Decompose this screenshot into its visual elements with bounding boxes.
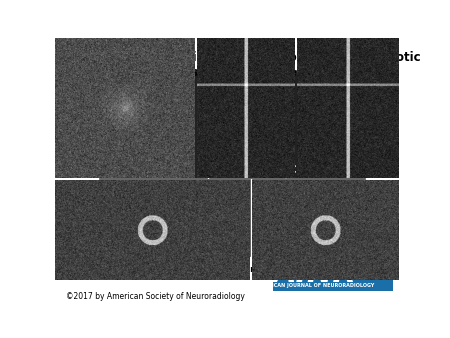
Bar: [99, 70, 207, 178]
Text: D: D: [101, 244, 109, 254]
Bar: [287, 70, 365, 178]
Bar: [209, 70, 285, 178]
Text: A: A: [101, 165, 109, 175]
Bar: [99, 179, 250, 256]
Text: E: E: [254, 243, 261, 253]
Text: AINR: AINR: [273, 259, 357, 288]
Text: ©2017 by American Society of Neuroradiology: ©2017 by American Society of Neuroradiol…: [66, 292, 244, 300]
Text: AMERICAN JOURNAL OF NEURORADIOLOGY: AMERICAN JOURNAL OF NEURORADIOLOGY: [256, 283, 374, 288]
Text: C: C: [289, 165, 296, 174]
Text: E: E: [254, 244, 261, 254]
Text: B: B: [211, 165, 219, 174]
Text: C: C: [289, 165, 296, 175]
Bar: [273, 260, 393, 291]
Text: A: A: [101, 165, 109, 174]
Text: VW-MR imaging to identify symptomatic, nonstenotic intracranial atherosclerotic : VW-MR imaging to identify symptomatic, n…: [66, 51, 420, 79]
Text: D.M. Mandell et al. AJNR Am J Neuroradiol 2017;38:218-229: D.M. Mandell et al. AJNR Am J Neuroradio…: [66, 265, 368, 274]
Text: D: D: [101, 243, 109, 253]
Bar: [252, 179, 365, 256]
Text: B: B: [211, 165, 219, 175]
